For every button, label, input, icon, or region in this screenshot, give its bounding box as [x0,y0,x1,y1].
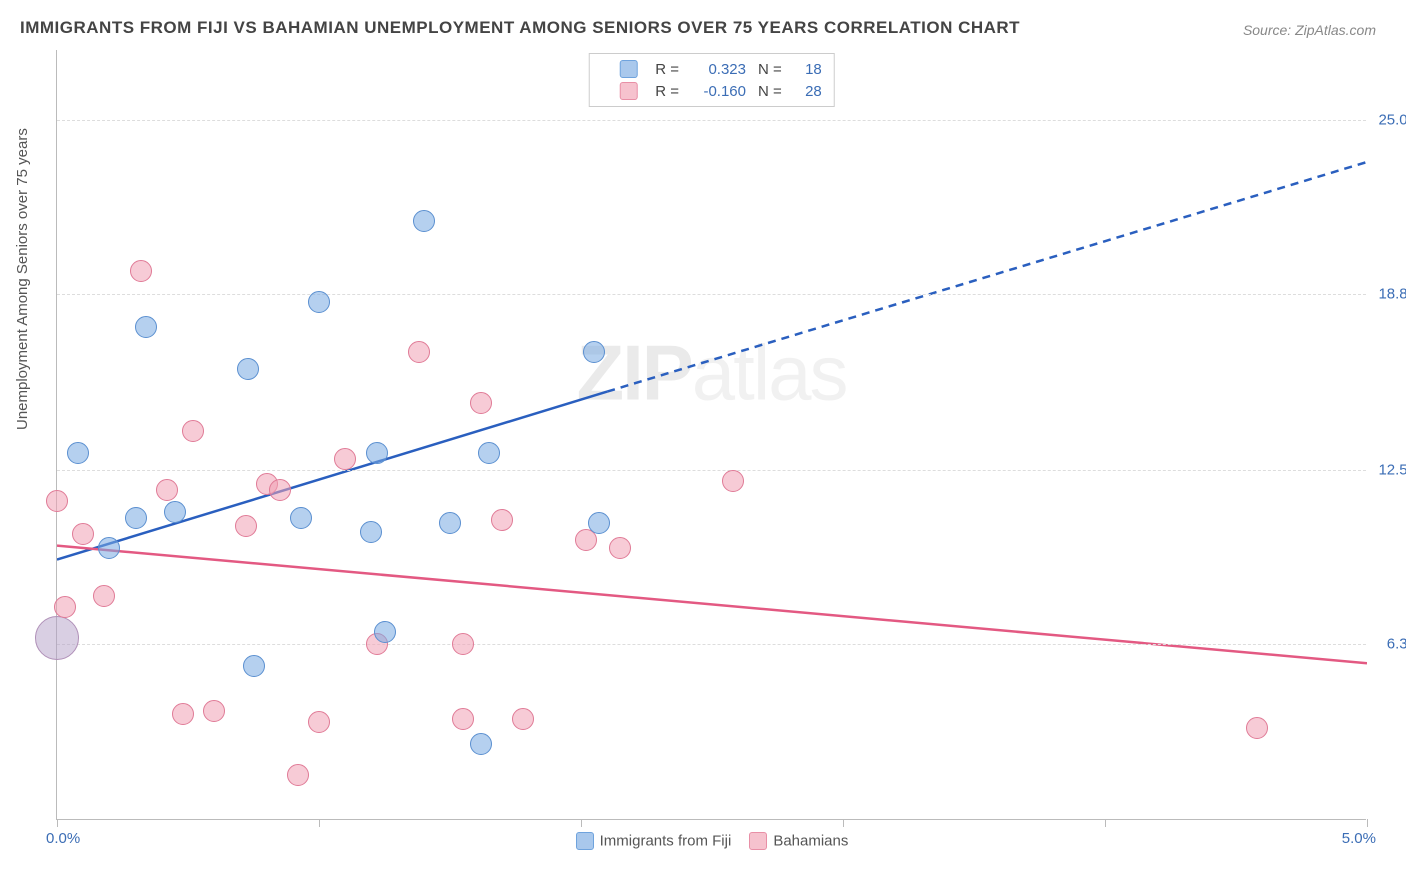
scatter-point-fiji [366,442,388,464]
y-tick-label: 25.0% [1378,112,1406,129]
x-tick [581,819,582,827]
scatter-point-fiji [243,655,265,677]
scatter-point-bahamians [1246,717,1268,739]
scatter-point-bahamians [722,470,744,492]
scatter-point-bahamians [491,509,513,531]
scatter-point-bahamians [452,708,474,730]
x-tick [1105,819,1106,827]
legend-label: Immigrants from Fiji [600,833,732,850]
y-tick-label: 18.8% [1378,285,1406,302]
scatter-point-bahamians [182,420,204,442]
scatter-point-bahamians [408,341,430,363]
scatter-point-fiji [67,442,89,464]
scatter-point-fiji [439,512,461,534]
scatter-point-bahamians [269,479,291,501]
scatter-point-bahamians [203,700,225,722]
legend-swatch [576,832,594,850]
scatter-point-fiji [374,621,396,643]
scatter-point-bahamians [235,515,257,537]
gridline [57,470,1366,471]
x-tick [843,819,844,827]
scatter-point-bahamians [470,392,492,414]
scatter-point-fiji [125,507,147,529]
scatter-point-bahamians [130,260,152,282]
scatter-point-bahamians [334,448,356,470]
scatter-point-fiji [413,210,435,232]
scatter-point-fiji [470,733,492,755]
scatter-point-fiji [478,442,500,464]
scatter-point-fiji [360,521,382,543]
scatter-point-fiji [237,358,259,380]
x-tick [1367,819,1368,827]
legend-swatch [749,832,767,850]
x-tick [319,819,320,827]
gridline [57,644,1366,645]
scatter-point-fiji [583,341,605,363]
scatter-point-bahamians [72,523,94,545]
y-tick-label: 6.3% [1387,635,1406,652]
gridline [57,120,1366,121]
chart-title: IMMIGRANTS FROM FIJI VS BAHAMIAN UNEMPLO… [20,18,1020,38]
scatter-point-bahamians [93,585,115,607]
y-tick-label: 12.5% [1378,462,1406,479]
trend-line [57,392,607,560]
trend-line [607,162,1367,392]
scatter-point-bahamians [452,633,474,655]
scatter-point-bahamians [287,764,309,786]
scatter-point-fiji [98,537,120,559]
source-attribution: Source: ZipAtlas.com [1243,22,1376,38]
scatter-point-bahamians [46,490,68,512]
trend-lines [57,50,1367,820]
scatter-point-fiji [164,501,186,523]
scatter-point-fiji [308,291,330,313]
scatter-point-fiji [290,507,312,529]
plot-area: ZIPatlas R = 0.323 N = 18 R = -0.160 N =… [56,50,1366,820]
trend-line [57,546,1367,664]
scatter-point-fiji [135,316,157,338]
x-tick [57,819,58,827]
gridline [57,294,1366,295]
scatter-point-bahamians [609,537,631,559]
series-legend: Immigrants from Fiji Bahamians [0,832,1406,850]
scatter-point-bahamians [54,596,76,618]
scatter-point-bahamians [512,708,534,730]
scatter-point-bahamians [172,703,194,725]
y-axis-label: Unemployment Among Seniors over 75 years [14,128,31,430]
scatter-point-bahamians [156,479,178,501]
legend-label: Bahamians [773,833,848,850]
scatter-point-cluster [35,616,79,660]
scatter-point-fiji [588,512,610,534]
scatter-point-bahamians [308,711,330,733]
